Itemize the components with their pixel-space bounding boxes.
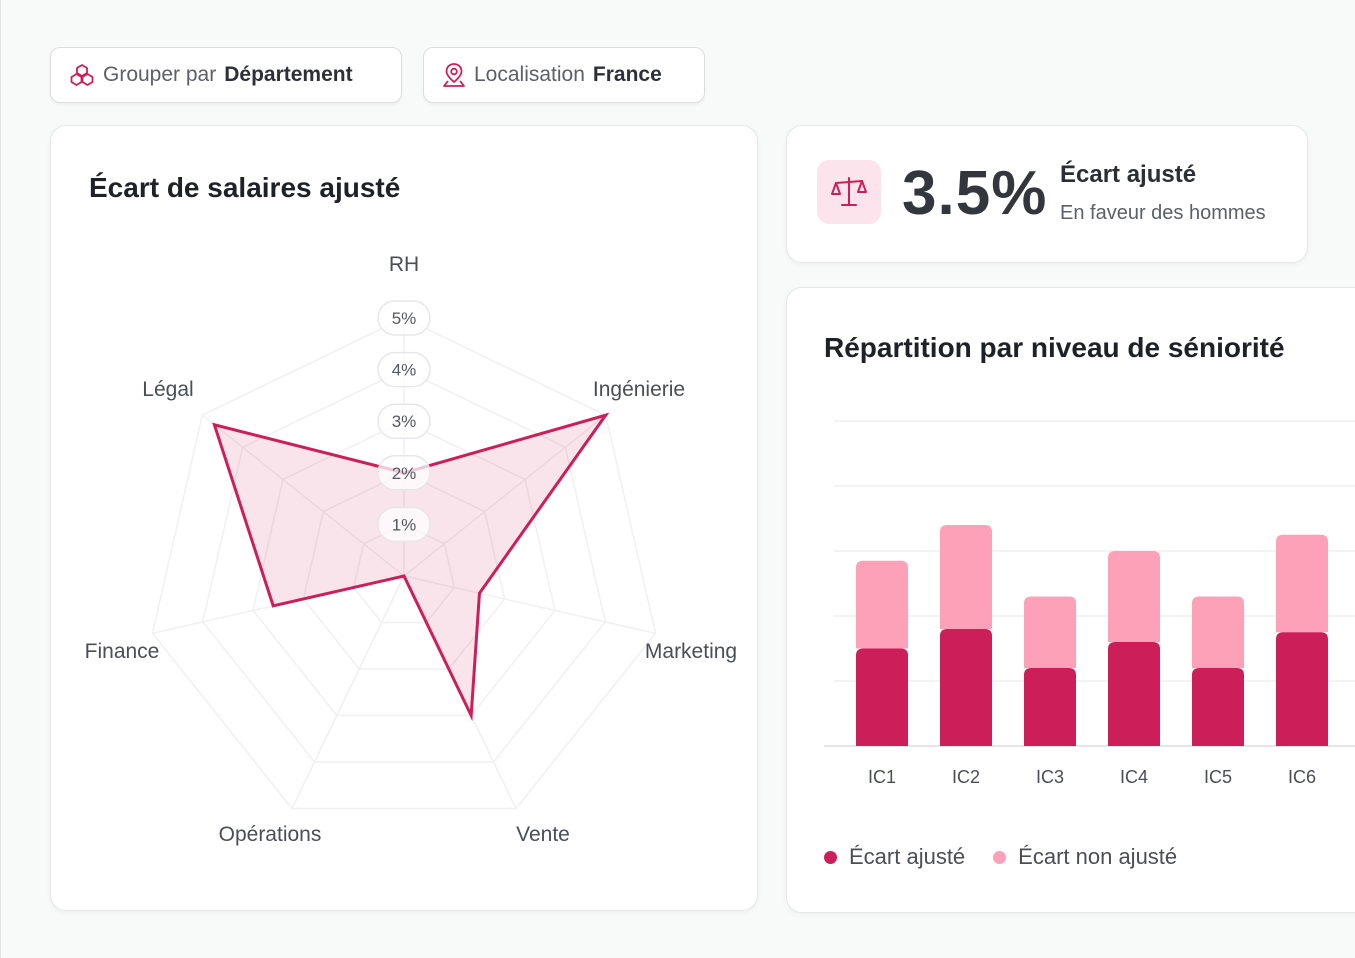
stat-card: 3.5% Écart ajusté En faveur des hommes [786,125,1308,263]
adjusted-gap-label: Écart ajusté [1060,161,1197,188]
radar-spoke [403,575,656,635]
radar-grid-ring [201,368,607,763]
radar-grid-ring [352,523,456,624]
radar-tick-label: 4% [377,351,431,388]
radar-card-title: Écart de salaires ajusté [89,172,401,203]
radar-spoke [403,414,607,577]
svg-text:5%: 5% [392,309,417,328]
adjusted-gap-subtitle: En faveur des hommes [1060,202,1266,224]
radar-axis-label: Ingénierie [593,378,685,401]
radar-axis-label: Finance [85,640,160,663]
bar-segment-unadjusted [1192,596,1244,668]
radar-grid-ring [302,471,506,670]
scale-icon [817,160,881,224]
legend-swatch-unadjusted [993,850,1007,864]
bar-segment-adjusted [940,629,992,746]
radar-series-area [212,412,610,722]
radar-axis-label: Légal [142,378,193,401]
bar-card: Répartition par niveau de séniorité IC1 I… [786,287,1355,913]
location-value: France [592,63,662,86]
bar-legend: Écart ajusté Écart non ajusté [824,844,1177,870]
radar-tick-label: 2% [377,455,431,491]
radar-axis-label: Opérations [219,823,322,846]
seniority-bar-chart: IC1 IC2 IC3 IC4 IC5 IC6 [824,420,1355,787]
group-by-value: Département [224,63,353,86]
radar-card: Écart de salaires ajusté 1% 2% 3% 4% 5% RH Ing… [50,125,758,911]
bar-segment-unadjusted [1024,596,1076,668]
bar-segment-adjusted [1024,668,1076,746]
map-pin-icon [442,62,466,88]
bar-category-label: IC1 [868,767,896,787]
bar-segment-adjusted [1108,642,1160,746]
group-by-label: Grouper par [103,63,217,86]
cubes-icon [69,63,95,87]
radar-spoke [291,575,405,809]
bar-segment-adjusted [856,648,908,746]
location-label: Localisation [474,63,585,86]
legend-label-unadjusted: Écart non ajusté [1018,844,1178,869]
bar-segment-unadjusted [940,525,992,629]
bar-category-label: IC3 [1036,767,1064,787]
radar-grid-ring [151,317,657,810]
svg-text:4%: 4% [392,361,417,380]
group-by-filter[interactable]: Grouper par Département [50,47,402,103]
bar-category-label: IC2 [952,767,980,787]
bar-category-label: IC6 [1288,767,1316,787]
svg-text:2%: 2% [392,464,417,483]
adjusted-gap-value: 3.5% [902,159,1048,228]
legend-label-adjusted: Écart ajusté [849,844,966,869]
radar-grid-ring [252,420,556,717]
radar-axis-label: Vente [516,823,570,846]
radar-chart: 1% 2% 3% 4% 5% RH Ingénierie Marketing Vente Opér… [85,253,737,846]
bar-card-title: Répartition par niveau de séniorité [824,332,1285,363]
svg-text:3%: 3% [392,412,417,431]
bar-category-label: IC5 [1204,767,1232,787]
radar-axis-label: RH [389,253,419,276]
bar-segment-unadjusted [1276,534,1328,633]
legend-swatch-adjusted [824,850,837,864]
bar-segment-unadjusted [856,560,908,649]
radar-axis-label: Marketing [645,640,737,663]
radar-tick-label: 3% [377,403,431,439]
radar-tick-label: 1% [377,506,431,543]
radar-spoke [201,414,405,577]
radar-tick-label: 5% [377,300,431,336]
bar-segment-adjusted [1192,668,1244,746]
bar-segment-unadjusted [1108,551,1160,642]
bar-category-label: IC4 [1120,767,1148,787]
svg-text:1%: 1% [392,515,417,534]
location-filter[interactable]: Localisation France [423,47,705,103]
bar-segment-adjusted [1276,632,1328,746]
